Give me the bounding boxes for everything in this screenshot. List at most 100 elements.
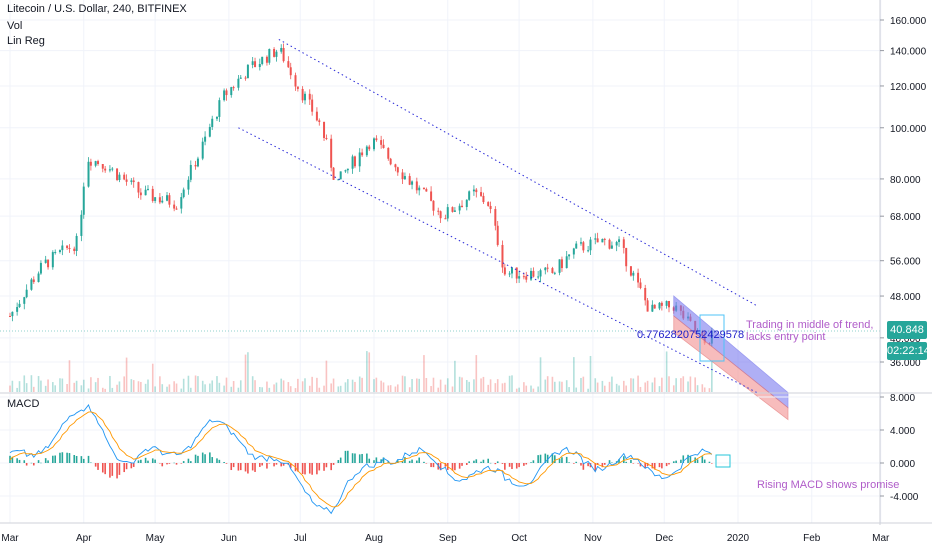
volume-bar — [311, 376, 313, 392]
candle-body — [603, 238, 606, 240]
symbol-title[interactable]: Litecoin / U.S. Dollar, 240, BITFINEX — [7, 3, 187, 15]
volume-bar — [361, 377, 363, 392]
macd-histogram-bar — [194, 454, 197, 463]
candle-body — [104, 168, 107, 171]
macd-histogram-bar — [630, 459, 632, 463]
volume-bar — [446, 378, 449, 392]
volume-bar — [423, 355, 425, 392]
macd-histogram-bar — [565, 456, 568, 463]
volume-bar — [75, 380, 78, 392]
volume-bar — [209, 383, 211, 392]
macd-histogram-bar — [465, 463, 468, 465]
candle-body — [161, 200, 164, 203]
candle-body — [625, 247, 628, 267]
candle-body — [58, 250, 61, 253]
macd-histogram-bar — [432, 463, 435, 468]
volume-bar — [225, 377, 228, 392]
time-tick-label: Sep — [439, 533, 457, 544]
volume-bar — [40, 380, 42, 392]
macd-histogram-bar — [347, 450, 349, 463]
macd-histogram-bar — [554, 455, 556, 463]
volume-bar — [80, 385, 83, 392]
volume-bar — [237, 387, 240, 392]
legend-vol[interactable]: Vol — [7, 20, 23, 32]
volume-bar — [194, 375, 197, 392]
candle-body — [137, 182, 140, 193]
volume-bar — [501, 383, 504, 392]
volume-bar — [244, 354, 247, 392]
volume-bar — [625, 385, 627, 392]
candle-body — [187, 179, 190, 190]
macd-histogram-bar — [515, 463, 518, 469]
candle-body — [458, 205, 461, 211]
candle-body — [437, 210, 440, 212]
macd-histogram-bar — [458, 463, 461, 469]
candle-body — [261, 56, 264, 65]
candle-body — [544, 267, 547, 271]
candle-body — [539, 270, 542, 277]
volume-bar — [44, 385, 47, 392]
macd-histogram-bar — [218, 459, 221, 463]
candle-body — [351, 156, 354, 169]
volume-bar — [9, 385, 11, 392]
candle-body — [480, 192, 483, 196]
volume-bar — [608, 381, 611, 392]
volume-bar — [161, 384, 164, 392]
candle-body — [518, 276, 521, 279]
candle-body — [225, 90, 228, 96]
time-tick-label: Apr — [76, 533, 92, 544]
candle-body — [639, 282, 642, 288]
price-tick-label: 56.000 — [890, 257, 921, 268]
candle-body — [653, 304, 656, 309]
volume-bar — [282, 380, 285, 392]
candle-body — [330, 138, 333, 168]
legend-macd[interactable]: MACD — [7, 398, 40, 410]
macd-histogram-bar — [130, 463, 133, 469]
macd-histogram-bar — [382, 457, 385, 463]
candle-body — [472, 189, 475, 192]
volume-bar — [575, 387, 578, 392]
volume-bar — [687, 381, 689, 392]
macd-histogram-bar — [444, 463, 447, 467]
volume-bar — [337, 386, 340, 392]
macd-histogram-bar — [418, 457, 421, 463]
macd-histogram-bar — [32, 463, 35, 466]
macd-histogram-bar — [468, 461, 470, 463]
macd-histogram — [9, 450, 713, 479]
volume-bar — [16, 387, 18, 392]
volume-bar — [637, 375, 639, 392]
volume-bar — [618, 385, 620, 392]
macd-histogram-bar — [23, 460, 26, 463]
macd-histogram-bar — [254, 463, 256, 472]
macd-histogram-bar — [689, 456, 692, 463]
macd-histogram-bar — [489, 462, 492, 464]
volume-bar — [339, 385, 342, 392]
macd-histogram-bar — [330, 463, 332, 471]
volume-bar — [508, 375, 511, 392]
volume-bar — [347, 379, 349, 392]
price-tick-label: 100.000 — [890, 124, 927, 135]
volume-bar — [280, 378, 283, 392]
candle-body — [139, 192, 142, 196]
candle-body — [401, 172, 404, 180]
macd-histogram-bar — [16, 458, 18, 463]
candle-body — [194, 164, 197, 167]
candle-body — [180, 197, 183, 209]
macd-histogram-bar — [625, 461, 627, 463]
volume-bar — [82, 379, 85, 392]
legend-linreg[interactable]: Lin Reg — [7, 35, 45, 47]
candle-body — [18, 303, 21, 308]
volume-bar — [351, 379, 354, 392]
candle-body — [287, 61, 290, 68]
price-axis: 36.000 40.000 48.000 56.000 68.000 80.000 100.… — [880, 16, 927, 369]
candle-body — [558, 259, 561, 273]
volume-bar — [109, 375, 111, 392]
volume-bar — [201, 380, 204, 392]
candle-body — [353, 156, 356, 167]
macd-histogram-bar — [66, 452, 68, 463]
macd-histogram-bar — [40, 462, 42, 464]
volume-bar — [344, 382, 347, 392]
candle-body — [308, 93, 311, 100]
macd-histogram-bar — [147, 460, 149, 463]
volume-bar — [489, 379, 492, 392]
